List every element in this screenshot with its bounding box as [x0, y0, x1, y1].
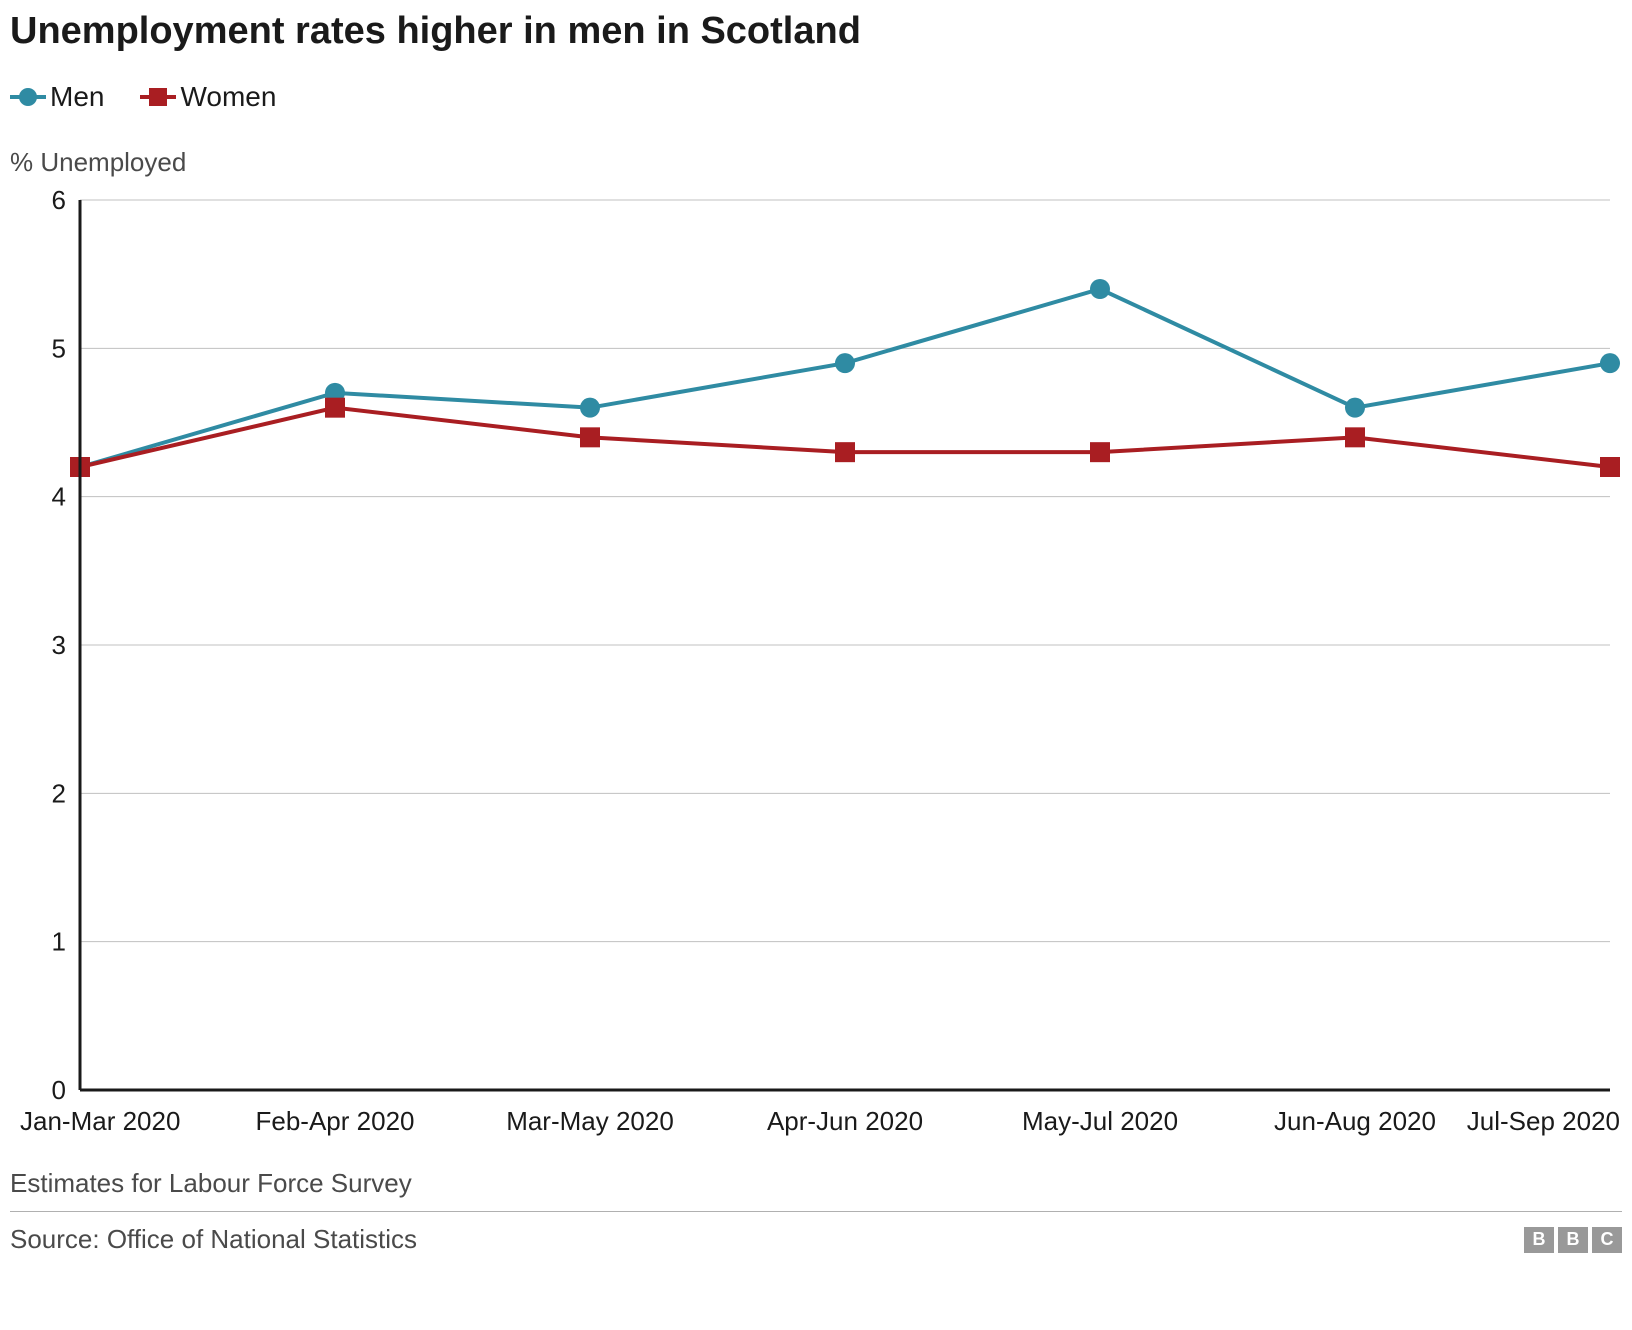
source-row: Source: Office of National Statistics B …	[10, 1212, 1622, 1255]
legend-marker-circle-icon	[19, 88, 37, 106]
legend-swatch-women	[140, 95, 176, 99]
legend-item-men: Men	[10, 81, 104, 113]
svg-text:3: 3	[52, 630, 66, 660]
bbc-logo-letter: B	[1558, 1227, 1588, 1253]
svg-text:Jul-Sep 2020: Jul-Sep 2020	[1467, 1106, 1620, 1136]
legend-item-women: Women	[140, 81, 276, 113]
svg-text:May-Jul 2020: May-Jul 2020	[1022, 1106, 1178, 1136]
footnote: Estimates for Labour Force Survey	[10, 1150, 1622, 1212]
svg-text:4: 4	[52, 482, 66, 512]
legend-swatch-men	[10, 95, 46, 99]
svg-text:Apr-Jun 2020: Apr-Jun 2020	[767, 1106, 923, 1136]
svg-text:6: 6	[52, 190, 66, 215]
legend-label: Women	[180, 81, 276, 113]
chart-title: Unemployment rates higher in men in Scot…	[10, 10, 1622, 53]
svg-text:Feb-Apr 2020: Feb-Apr 2020	[256, 1106, 415, 1136]
bbc-logo-letter: B	[1524, 1227, 1554, 1253]
svg-text:Mar-May 2020: Mar-May 2020	[506, 1106, 674, 1136]
svg-text:2: 2	[52, 778, 66, 808]
svg-text:Jan-Mar 2020: Jan-Mar 2020	[20, 1106, 180, 1136]
bbc-logo: B B C	[1524, 1227, 1622, 1253]
source-text: Source: Office of National Statistics	[10, 1224, 417, 1255]
svg-text:1: 1	[52, 927, 66, 957]
line-chart-svg: 0 1 2 3 4 5 6 Jan-Mar 2020 Feb-Apr 2020 Mar-May 2…	[10, 190, 1622, 1150]
bbc-logo-letter: C	[1592, 1227, 1622, 1253]
legend-marker-square-icon	[149, 88, 167, 106]
svg-text:Jun-Aug 2020: Jun-Aug 2020	[1274, 1106, 1436, 1136]
svg-text:0: 0	[52, 1075, 66, 1105]
legend-label: Men	[50, 81, 104, 113]
plot-area: 0 1 2 3 4 5 6 Jan-Mar 2020 Feb-Apr 2020 Mar-May 2…	[10, 190, 1622, 1150]
svg-text:5: 5	[52, 333, 66, 363]
legend: Men Women	[10, 81, 1622, 113]
y-axis-title: % Unemployed	[10, 147, 1622, 178]
chart-container: Unemployment rates higher in men in Scot…	[0, 0, 1632, 1330]
